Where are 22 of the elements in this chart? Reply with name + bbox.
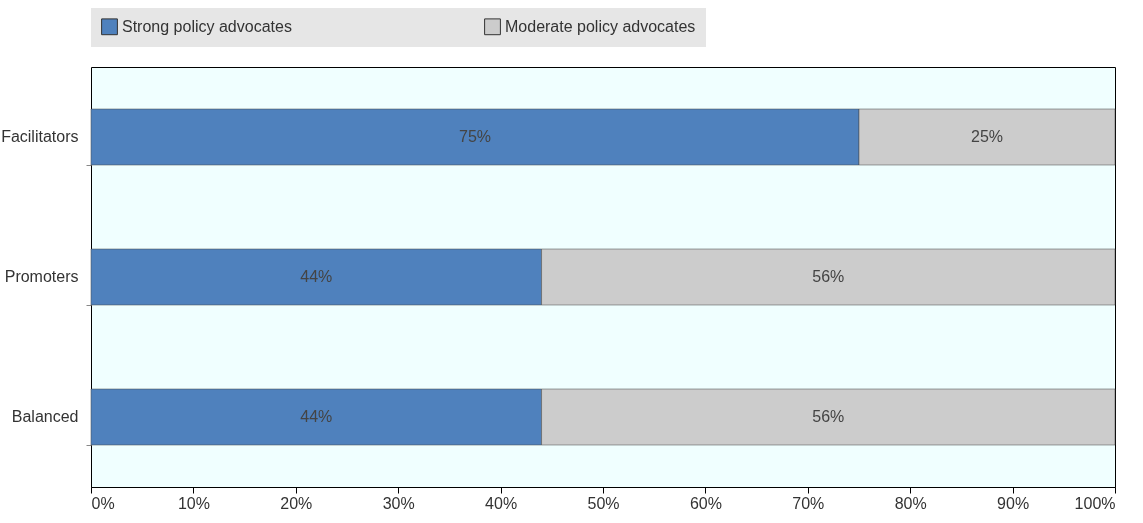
- y-tick-label: Promoters: [4, 268, 79, 285]
- x-tick-label: 80%: [894, 494, 927, 512]
- legend-label: Moderate policy advocates: [505, 17, 696, 35]
- x-tick-label: 40%: [485, 494, 518, 512]
- x-tick-label: 90%: [997, 494, 1030, 512]
- x-tick-label: 60%: [689, 494, 722, 512]
- x-tick-label: 70%: [792, 494, 825, 512]
- y-tick-label: Facilitators: [1, 128, 79, 145]
- data-label: 44%: [300, 408, 333, 425]
- data-label: 75%: [458, 128, 492, 145]
- x-tick-label: 30%: [382, 494, 415, 512]
- legend-label: Strong policy advocates: [122, 17, 292, 35]
- x-tick-label: 10%: [177, 494, 210, 512]
- x-tick-label: 100%: [1074, 494, 1116, 512]
- data-label: 44%: [300, 268, 333, 285]
- x-tick-label: 50%: [587, 494, 620, 512]
- x-tick-label: 20%: [280, 494, 313, 512]
- x-tick-label: 0%: [91, 494, 115, 512]
- y-tick-label: Balanced: [11, 408, 79, 425]
- data-label: 56%: [812, 268, 845, 285]
- data-label: 25%: [970, 128, 1004, 145]
- data-label: 56%: [812, 408, 845, 425]
